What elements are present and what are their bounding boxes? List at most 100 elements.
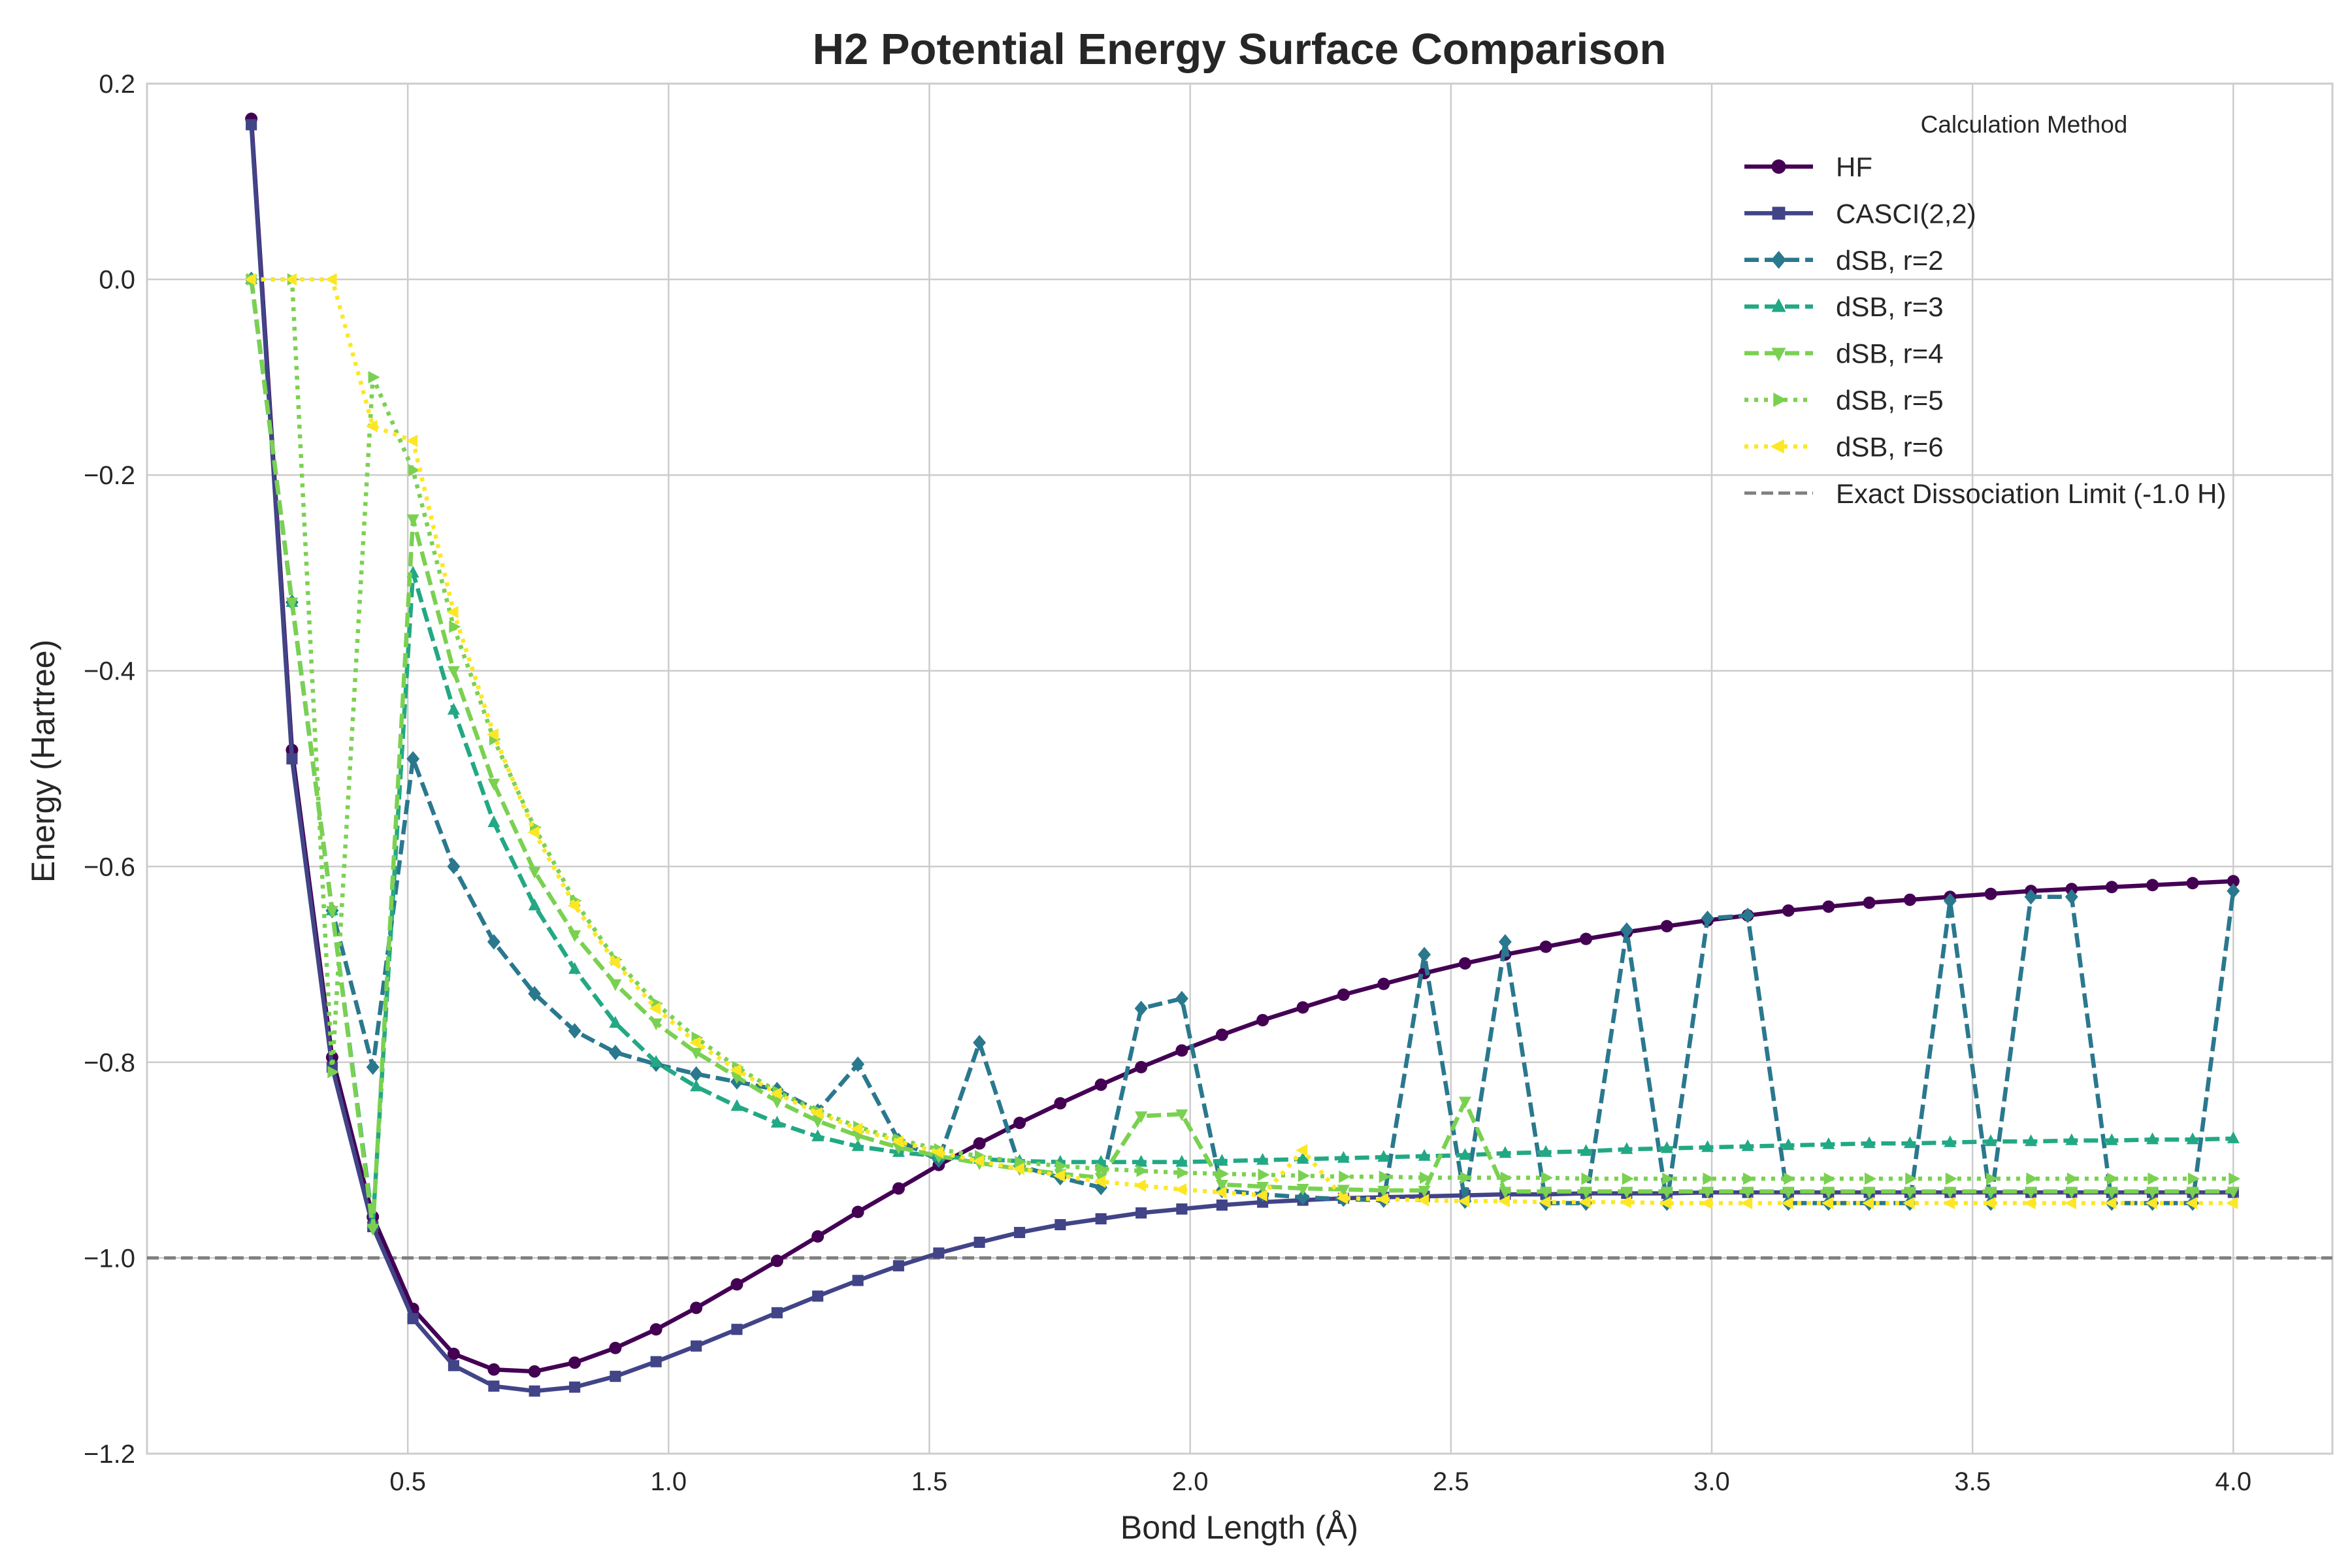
data-point [447, 702, 460, 715]
data-point [1782, 904, 1795, 917]
y-tick-label: −1.0 [84, 1244, 135, 1273]
data-point [449, 620, 461, 633]
data-point [568, 1356, 581, 1369]
data-point [811, 1129, 825, 1141]
data-point [851, 1139, 864, 1151]
data-point [487, 815, 500, 828]
data-point [1622, 1172, 1634, 1185]
x-tick-label: 1.0 [651, 1467, 687, 1496]
data-point [1255, 1189, 1267, 1202]
data-point [1864, 1172, 1877, 1185]
data-point [2226, 1197, 2238, 1210]
data-point [1823, 1172, 1836, 1185]
data-point [1096, 1162, 1109, 1175]
data-point [1822, 1186, 1835, 1199]
data-point [892, 1182, 905, 1195]
data-point [649, 1054, 662, 1067]
data-point [286, 753, 298, 765]
data-point [1662, 1172, 1674, 1185]
data-point [487, 778, 500, 791]
data-point [365, 419, 378, 433]
series-line [251, 277, 2234, 1181]
legend-marker [1770, 439, 1784, 454]
data-point [1460, 1171, 1473, 1184]
y-tick-label: −0.6 [84, 853, 135, 881]
series-line [249, 118, 2234, 1374]
legend-label: Exact Dissociation Limit (-1.0 H) [1836, 478, 2227, 509]
data-point [851, 1205, 864, 1218]
data-point [447, 1347, 460, 1360]
data-point [1741, 1186, 1754, 1199]
data-point [1458, 1195, 1470, 1208]
plot-area [146, 82, 2334, 1455]
x-tick-label: 3.0 [1693, 1467, 1730, 1496]
data-point [691, 1340, 702, 1352]
data-point [1175, 1044, 1188, 1057]
data-point [812, 1290, 824, 1302]
data-point [892, 1260, 904, 1271]
data-point [1216, 1199, 1228, 1211]
data-point [244, 273, 256, 286]
data-point [406, 514, 419, 527]
data-point [366, 1059, 380, 1075]
data-point [1701, 910, 1714, 926]
data-point [1215, 1186, 1227, 1199]
legend-label: CASCI(2,2) [1836, 198, 1976, 229]
data-point [1903, 1136, 1916, 1149]
data-point [2146, 879, 2159, 892]
data-point [1135, 1207, 1147, 1219]
data-point [1135, 1111, 1148, 1124]
data-point [730, 1278, 743, 1291]
data-point [246, 119, 257, 131]
data-point [285, 273, 297, 286]
data-point [973, 1236, 985, 1249]
data-point [1296, 1189, 1310, 1205]
data-point [1903, 893, 1916, 906]
data-point [1458, 1096, 1471, 1109]
data-point [811, 1116, 825, 1128]
data-point [1741, 907, 1755, 924]
data-point [1863, 896, 1876, 909]
x-tick-label: 2.5 [1433, 1467, 1469, 1496]
data-point [973, 1035, 987, 1051]
data-point [973, 1137, 986, 1150]
data-point [1659, 1197, 1672, 1210]
data-point [1741, 1139, 1754, 1151]
data-point [1782, 1186, 1795, 1199]
data-point [568, 1023, 581, 1039]
data-point [1135, 1060, 1148, 1073]
data-point [1215, 1179, 1228, 1192]
data-point [1377, 1185, 1390, 1198]
data-point [1417, 1194, 1429, 1207]
legend-label: HF [1836, 152, 1872, 182]
data-point [1136, 1164, 1149, 1177]
data-point [1985, 1172, 1999, 1185]
data-point [1863, 1186, 1876, 1199]
data-point [1541, 1171, 1554, 1184]
data-point [729, 1064, 742, 1077]
data-point [2105, 881, 2118, 894]
data-point [2227, 1131, 2240, 1143]
data-point [1822, 1137, 1835, 1149]
data-point [567, 899, 580, 912]
data-point [650, 1356, 662, 1367]
data-point [1258, 1168, 1270, 1181]
data-point [2227, 1186, 2240, 1199]
data-point [891, 1135, 904, 1148]
data-point [609, 979, 622, 991]
data-point [2066, 1172, 2079, 1185]
legend-label: dSB, r=6 [1836, 431, 1944, 462]
data-point [1580, 932, 1593, 945]
data-point [1984, 1186, 1997, 1199]
data-point [1539, 1145, 1552, 1157]
y-tick-label: −0.2 [84, 461, 135, 490]
chart-title: H2 Potential Energy Surface Comparison [813, 25, 1667, 74]
series-group [244, 112, 2241, 1397]
data-point [527, 826, 540, 839]
data-point [649, 1018, 662, 1030]
data-point [1539, 940, 1552, 953]
data-point [1620, 922, 1633, 938]
data-point [1944, 1186, 1957, 1199]
data-point [1619, 1196, 1631, 1209]
